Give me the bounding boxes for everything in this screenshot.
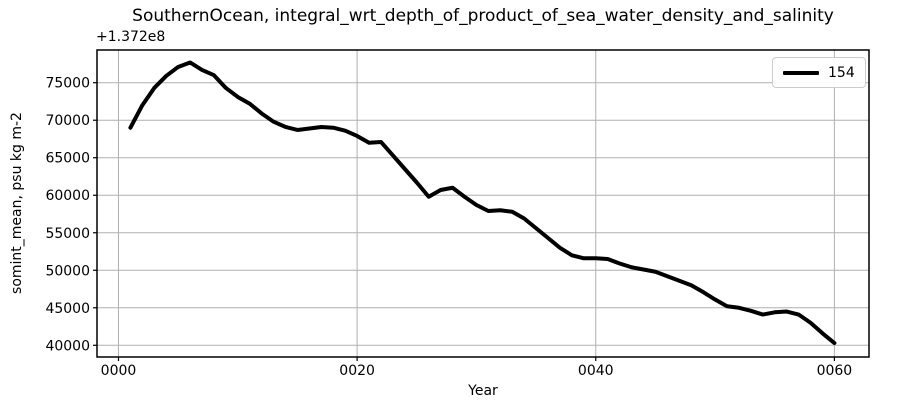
data-line [128,60,837,346]
x-tick-label: 0020 [339,363,375,379]
x-tick-label: 0000 [101,363,137,379]
y-tick-label: 55000 [45,226,90,242]
y-tick-label: 75000 [45,76,90,92]
x-tick-label: 0040 [578,363,614,379]
y-tick-label: 60000 [45,188,90,204]
x-axis-label: Year [468,383,498,399]
y-tick-label: 50000 [45,263,90,279]
legend-label: 154 [828,64,855,81]
legend-line-sample-icon [783,70,819,75]
y-tick-label: 40000 [45,338,90,354]
y-tick-label: 70000 [45,113,90,129]
legend: 154 [772,57,866,88]
y-axis-label: somint_mean, psu kg m-2 [9,112,25,294]
y-tick-label: 45000 [45,301,90,317]
y-axis-offset-label: +1.372e8 [96,29,166,45]
axes-spines [96,49,870,358]
x-tick-label: 0060 [817,363,853,379]
chart-title: SouthernOcean, integral_wrt_depth_of_pro… [132,6,834,26]
y-tick-label: 65000 [45,151,90,167]
